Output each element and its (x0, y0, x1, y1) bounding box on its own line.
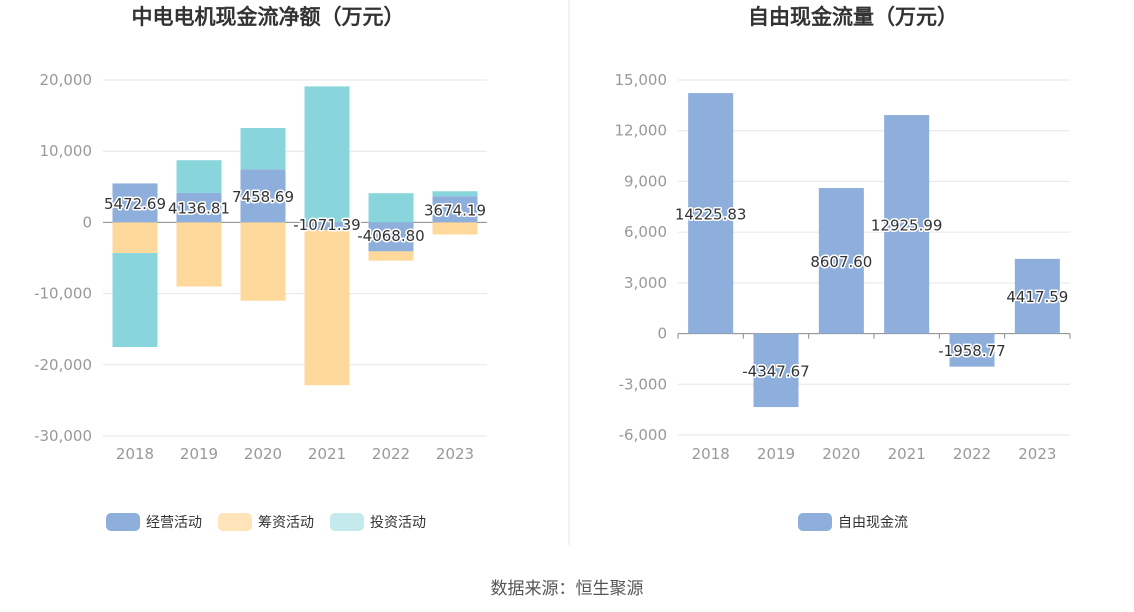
right-x-tick-label: 2018 (692, 445, 730, 463)
left-bar-2018-operating (112, 183, 158, 223)
legend-swatch-free-cash-flow (798, 513, 832, 531)
left-x-tick-label: 2023 (436, 445, 474, 463)
right-bar-2021 (884, 115, 930, 334)
left-legend: 经营活动 筹资活动 投资活动 (106, 512, 442, 532)
left-bar-2023-financing (432, 222, 478, 235)
right-bar-2022 (949, 333, 995, 367)
legend-swatch-operating (106, 513, 140, 531)
left-chart-title: 中电电机现金流净额（万元） (132, 5, 405, 29)
right-y-tick-label: 12,000 (615, 122, 668, 140)
left-y-tick-label: 20,000 (40, 71, 93, 89)
left-x-tick-label: 2020 (244, 445, 282, 463)
right-y-tick-label: 3,000 (624, 274, 667, 292)
right-data-label: 4417.59 (1006, 288, 1068, 306)
right-data-label: -1958.77 (938, 342, 1005, 360)
left-bar-2021-investing (304, 86, 350, 223)
left-bar-2022-investing (368, 193, 414, 223)
left-bar-2019-investing (176, 160, 222, 193)
data-source-note: 数据来源：恒生聚源 (490, 579, 644, 599)
right-data-label: 12925.99 (871, 216, 943, 234)
legend-label-financing: 筹资活动 (258, 515, 314, 531)
legend-item-investing[interactable]: 投资活动 (330, 512, 426, 532)
legend-swatch-financing (218, 513, 252, 531)
left-data-label: -1071.39 (293, 216, 360, 234)
right-bar-2019 (753, 333, 799, 408)
right-bar-2020 (818, 188, 864, 334)
left-data-label: 4136.81 (168, 200, 230, 218)
legend-swatch-investing (330, 513, 364, 531)
left-y-tick-label: 0 (82, 213, 92, 231)
left-y-tick-label: -30,000 (34, 427, 92, 445)
right-x-tick-label: 2020 (822, 445, 860, 463)
left-data-label: 5472.69 (104, 195, 166, 213)
left-bar-2019-financing (176, 222, 222, 287)
left-x-tick-label: 2021 (308, 445, 346, 463)
right-x-tick-label: 2021 (888, 445, 926, 463)
right-x-tick-label: 2022 (953, 445, 991, 463)
left-bar-2020-financing (240, 222, 286, 301)
left-bar-2023-investing (432, 191, 478, 197)
legend-label-operating: 经营活动 (146, 515, 202, 531)
left-y-tick-label: -10,000 (34, 285, 92, 303)
left-data-label: 3674.19 (424, 201, 486, 219)
right-bar-2023 (1014, 258, 1060, 334)
right-legend: 自由现金流 (798, 512, 924, 532)
right-y-tick-label: 6,000 (624, 223, 667, 241)
left-x-tick-label: 2022 (372, 445, 410, 463)
right-y-tick-label: 15,000 (615, 71, 668, 89)
right-x-tick-label: 2023 (1018, 445, 1056, 463)
right-data-label: 14225.83 (675, 205, 747, 223)
legend-item-financing[interactable]: 筹资活动 (218, 512, 314, 532)
left-data-label: 7458.69 (232, 188, 294, 206)
left-bar-2020-investing (240, 127, 286, 170)
left-y-tick-label: 10,000 (40, 142, 93, 160)
right-bar-2018 (688, 93, 734, 334)
legend-item-operating[interactable]: 经营活动 (106, 512, 202, 532)
right-data-label: 8607.60 (810, 253, 872, 271)
legend-item-free-cash-flow[interactable]: 自由现金流 (798, 512, 908, 532)
right-y-tick-label: -3,000 (619, 375, 667, 393)
left-x-tick-label: 2018 (116, 445, 154, 463)
left-x-tick-label: 2019 (180, 445, 218, 463)
left-data-label: -4068.80 (357, 227, 424, 245)
free-cash-flow-chart: 自由现金流量（万元） 15,000 12,000 9,000 6,000 3,000 0 -… (615, 5, 1071, 463)
left-bar-2021-financing (304, 230, 350, 386)
right-data-label: -4347.67 (742, 362, 809, 380)
right-y-tick-label: 0 (657, 325, 667, 343)
right-y-tick-label: 9,000 (624, 172, 667, 190)
right-y-tick-label: -6,000 (619, 426, 667, 444)
left-bar-2018-financing (112, 222, 158, 254)
left-bar-2022-operating (368, 222, 414, 252)
legend-label-investing: 投资活动 (370, 515, 426, 531)
right-chart-title: 自由现金流量（万元） (748, 5, 958, 29)
left-bar-2023-operating (432, 196, 478, 223)
right-x-tick-label: 2019 (757, 445, 795, 463)
left-bar-2021-operating (304, 222, 350, 231)
left-bar-2019-operating (176, 192, 222, 223)
left-bar-2020-operating (240, 169, 286, 223)
left-y-tick-label: -20,000 (34, 356, 92, 374)
legend-label-free-cash-flow: 自由现金流 (838, 515, 908, 531)
net-cash-flow-chart: 中电电机现金流净额（万元） 20,000 10,000 0 -10,000 -20,00… (34, 5, 487, 463)
left-bar-2018-investing (112, 253, 158, 347)
left-bar-2022-financing (368, 251, 414, 261)
